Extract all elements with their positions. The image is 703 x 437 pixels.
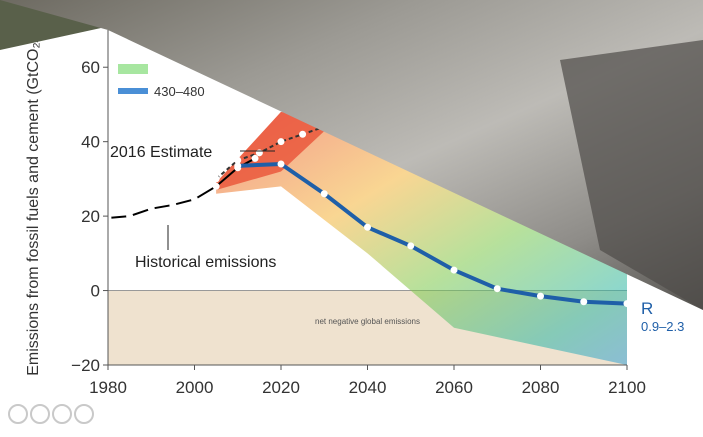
legend-label: 430–480: [154, 84, 205, 99]
legend-swatch-green: [118, 64, 148, 74]
y-tick-label: 0: [91, 282, 100, 301]
estimate-line: [215, 125, 325, 180]
x-tick-label: 2100: [608, 378, 646, 397]
y-tick-label: −20: [71, 356, 100, 375]
nd-icon: [74, 404, 94, 424]
y-tick-label: 40: [81, 133, 100, 152]
x-tick-label: 2020: [262, 378, 300, 397]
historical-point: [191, 195, 198, 203]
photo-band: [0, 0, 703, 310]
historical-point: [147, 205, 155, 213]
historical-annotation: Historical emissions: [135, 254, 276, 271]
negative-zone-label: net negative global emissions: [315, 317, 420, 326]
estimate-point: [212, 175, 220, 183]
scenario-fan: [216, 111, 627, 365]
x-tick-label: 2060: [435, 378, 473, 397]
x-tick-label: 2080: [522, 378, 560, 397]
y-tick-label: 20: [81, 207, 100, 226]
pathway-point: [364, 223, 371, 231]
cc-icon: [8, 404, 28, 424]
pathway-point: [320, 190, 328, 198]
historical-line: [107, 157, 256, 219]
historical-point: [212, 182, 220, 190]
pathway-point: [537, 292, 544, 300]
historical-point: [126, 212, 134, 220]
pathway-point: [623, 300, 631, 308]
pathway-point: [234, 162, 242, 170]
estimate-point: [299, 130, 307, 138]
by-icon: [30, 404, 50, 424]
x-tick-label: 2040: [349, 378, 387, 397]
right-range: 0.9–2.3: [641, 319, 684, 334]
license-badge: [8, 404, 108, 426]
pathway-point: [407, 242, 415, 250]
estimate-annotation: 2016 Estimate: [110, 144, 212, 161]
x-tick-label: 2000: [176, 378, 214, 397]
historical-point: [169, 201, 177, 209]
y-tick-label: 60: [81, 58, 100, 77]
pathway-point: [450, 266, 458, 274]
legend-swatch: [118, 88, 148, 94]
pathway-point: [580, 298, 588, 306]
pathway-point: [277, 160, 285, 168]
nc-icon: [52, 404, 72, 424]
pathway-line: [237, 161, 628, 306]
historical-point: [251, 154, 259, 162]
pathway-point: [493, 285, 501, 293]
y-axis-label: Emissions from fossil fuels and cement (…: [25, 19, 42, 376]
right-label: R: [641, 299, 653, 318]
estimate-point: [277, 138, 285, 146]
photo-shadow: [560, 40, 703, 310]
x-tick-label: 1980: [89, 378, 127, 397]
